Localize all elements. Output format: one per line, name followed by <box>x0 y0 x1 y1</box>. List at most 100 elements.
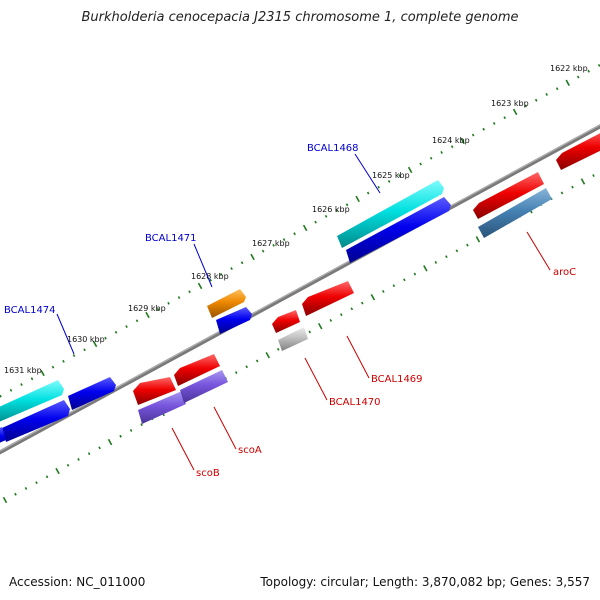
outer-track-tick <box>419 162 422 166</box>
outer-track-tick <box>197 282 203 290</box>
inner-track-tick <box>361 301 364 305</box>
connector-scoa <box>213 406 237 450</box>
outer-track-tick <box>335 209 338 212</box>
gene-bcal1468-cyan[interactable] <box>337 180 444 248</box>
gene-label-aroc[interactable]: aroC <box>553 267 576 278</box>
gene-label-bcal1468[interactable]: BCAL1468 <box>307 143 359 154</box>
inner-track-tick <box>140 423 143 427</box>
outer-track-tick <box>355 195 360 203</box>
gene-bcal1473-blue[interactable] <box>68 377 116 410</box>
kbp-labels: 1622 kbp 1623 kbp 1624 kbp 1625 kbp 1626 kbp… <box>4 64 588 375</box>
outer-track-tick <box>177 296 181 299</box>
gene-bcal1471-orange[interactable] <box>207 289 246 318</box>
backbone-line <box>0 124 600 455</box>
inner-track-tick <box>2 496 8 504</box>
kbp-label: 1626 kbp <box>312 205 350 214</box>
plus-strand-features <box>0 180 451 447</box>
outer-track-tick <box>282 238 286 241</box>
connector-bcal1474 <box>56 313 75 355</box>
outer-track-tick <box>587 69 590 73</box>
gene-bcal1470-red[interactable] <box>272 310 300 333</box>
connector-bcal1471 <box>193 243 213 288</box>
gene-bcal1467-blue[interactable] <box>346 197 451 263</box>
gene-scoa-purple[interactable] <box>180 370 228 403</box>
outer-track-tick <box>407 166 413 174</box>
outer-track-tick <box>72 354 76 357</box>
outer-track-tick <box>51 365 55 369</box>
label-connectors <box>56 153 551 471</box>
gene-scob-purple[interactable] <box>138 391 186 424</box>
outer-track-tick <box>9 388 13 392</box>
inner-track-tick <box>129 429 133 432</box>
gene-label-bcal1469[interactable]: BCAL1469 <box>371 374 423 385</box>
outer-track-tick <box>83 348 86 352</box>
outer-track-tick <box>471 133 475 137</box>
gene-bcal1470-gray[interactable] <box>278 327 308 351</box>
inner-track-tick <box>466 243 469 247</box>
inner-track-tick <box>14 492 17 496</box>
outer-track-tick <box>219 272 223 276</box>
outer-track-tick <box>240 261 244 265</box>
kbp-label: 1631 kbp <box>4 366 42 375</box>
gene-bcal1474-blue[interactable] <box>2 400 70 442</box>
outer-track-tick <box>555 87 559 91</box>
outer-track-tick <box>492 122 496 125</box>
inner-track-tick <box>107 438 113 446</box>
outer-track-tick <box>565 79 570 86</box>
gene-label-scob[interactable]: scoB <box>196 468 220 479</box>
gene-bcal1475-cyan[interactable] <box>0 380 64 424</box>
inner-track-tick <box>119 434 122 438</box>
map-title: Burkholderia cenocepacia J2315 chromosom… <box>81 10 519 25</box>
gene-aroc-steel[interactable] <box>478 188 552 238</box>
outer-track-tick <box>324 214 328 218</box>
gene-label-scoa[interactable]: scoA <box>238 445 262 456</box>
outer-tick-track <box>0 64 600 398</box>
outer-track-tick <box>30 377 34 381</box>
inner-track-tick <box>592 174 595 177</box>
outer-track-tick <box>503 116 506 120</box>
inner-track-tick <box>265 352 270 359</box>
gene-scob-red[interactable] <box>133 377 176 405</box>
inner-track-tick <box>98 446 101 450</box>
kbp-label: 1625 kbp <box>372 171 410 180</box>
kbp-label: 1624 kbp <box>432 136 470 145</box>
gene-label-bcal1470[interactable]: BCAL1470 <box>329 397 381 408</box>
inner-track-tick <box>234 371 238 374</box>
inner-track-tick <box>308 330 312 334</box>
connector-bcal1469 <box>346 335 370 379</box>
gene-label-bcal1471[interactable]: BCAL1471 <box>145 233 197 244</box>
inner-track-tick <box>403 278 406 282</box>
gene-bcal1472-blue[interactable] <box>216 307 252 334</box>
outer-track-tick <box>534 98 538 102</box>
outer-track-tick <box>40 369 45 377</box>
outer-track-tick <box>250 253 255 261</box>
outer-track-tick <box>135 319 139 323</box>
outer-track-tick <box>524 104 527 108</box>
outer-track-tick <box>302 224 308 232</box>
inner-track-tick <box>255 359 259 363</box>
kbp-label: 1629 kbp <box>128 304 166 313</box>
inner-track-tick <box>24 487 28 490</box>
outer-track-tick <box>20 383 23 386</box>
gene-aroc-red[interactable] <box>473 172 544 219</box>
outer-track-tick <box>209 278 212 282</box>
gene-right-edge-red[interactable] <box>556 128 600 170</box>
outer-track-tick <box>272 243 275 247</box>
outer-track-tick <box>440 151 443 154</box>
outer-track-tick <box>167 301 170 305</box>
inner-track-tick <box>340 313 343 317</box>
inner-track-tick <box>571 185 574 189</box>
gene-scoa-red[interactable] <box>174 354 220 386</box>
gene-blue-small-left[interactable] <box>0 427 6 447</box>
inner-track-tick <box>245 365 248 369</box>
outer-track-tick <box>429 156 433 160</box>
outer-track-tick <box>293 232 296 236</box>
outer-track-tick <box>345 203 349 207</box>
gene-bcal1469-red[interactable] <box>302 281 354 316</box>
outer-track-tick <box>145 311 150 319</box>
gene-label-bcal1474[interactable]: BCAL1474 <box>4 305 56 316</box>
inner-track-tick <box>580 178 586 185</box>
outer-track-tick <box>576 75 580 79</box>
